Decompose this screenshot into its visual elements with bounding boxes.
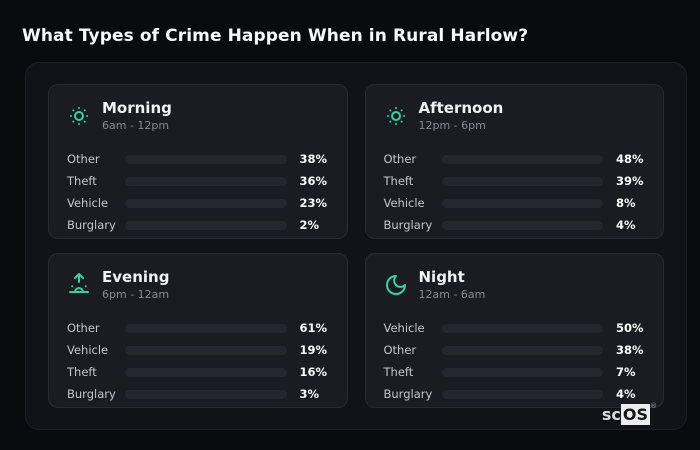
bar-value: 38% — [616, 343, 644, 358]
bar-label: Theft — [383, 174, 414, 189]
bar-value: 4% — [616, 218, 636, 233]
moon-icon — [384, 273, 408, 297]
bar-track — [441, 345, 603, 355]
bar-value: 2% — [299, 218, 320, 233]
card-night-header: Night 12am - 6am — [380, 268, 650, 302]
bar-row-afternoon-theft: Theft 39% — [380, 170, 650, 192]
registered-icon: ® — [650, 402, 657, 410]
bar-row-evening-burglary: Burglary 3% — [63, 383, 333, 405]
bar-row-night-theft: Theft 7% — [380, 361, 650, 383]
sunrise-icon — [67, 273, 91, 297]
bar-row-night-other: Other 38% — [380, 339, 650, 361]
card-time-range: 12am - 6am — [418, 288, 486, 302]
bar-track — [441, 323, 603, 333]
card-title: Night — [418, 268, 465, 286]
bar-label: Theft — [383, 365, 414, 380]
bar-track — [441, 154, 603, 164]
bar-label: Vehicle — [67, 196, 109, 211]
bar-row-evening-other: Other 61% — [63, 317, 333, 339]
card-evening-header: Evening 6pm - 12am — [63, 268, 333, 302]
bar-value: 48% — [616, 152, 644, 167]
card-title: Afternoon — [418, 99, 504, 117]
crime-time-panel: Morning 6am - 12pm Other 38% Theft 36% V… — [25, 62, 687, 430]
bar-label: Other — [67, 152, 100, 167]
card-title: Morning — [102, 99, 172, 117]
card-afternoon: Afternoon 12pm - 6pm Other 48% Theft 39%… — [364, 84, 664, 239]
card-morning-header: Morning 6am - 12pm — [63, 99, 333, 133]
watermark-boxed: OS — [620, 404, 650, 425]
bar-track — [441, 389, 603, 399]
card-afternoon-header: Afternoon 12pm - 6pm — [380, 99, 650, 133]
bar-track — [125, 389, 287, 399]
bar-label: Burglary — [67, 218, 116, 233]
bar-label: Other — [383, 152, 417, 167]
bar-value: 16% — [299, 365, 328, 380]
bar-value: 50% — [616, 321, 644, 336]
bar-label: Other — [383, 343, 417, 358]
sun-icon — [384, 104, 408, 128]
bar-row-afternoon-vehicle: Vehicle 8% — [380, 192, 650, 214]
page-title: What Types of Crime Happen When in Rural… — [22, 26, 529, 46]
card-time-range: 6am - 12pm — [102, 119, 170, 133]
bar-track — [441, 198, 603, 208]
bar-value: 61% — [299, 321, 328, 336]
bar-value: 38% — [299, 152, 328, 167]
bar-value: 8% — [616, 196, 636, 211]
bar-row-evening-vehicle: Vehicle 19% — [63, 339, 333, 361]
bar-value: 19% — [299, 343, 328, 358]
card-time-range: 12pm - 6pm — [418, 119, 486, 133]
card-time-range: 6pm - 12am — [102, 288, 170, 302]
bar-track — [125, 154, 287, 164]
bar-row-afternoon-other: Other 48% — [380, 148, 650, 170]
bar-row-morning-burglary: Burglary 2% — [63, 214, 333, 236]
bar-track — [125, 220, 287, 230]
bar-value: 7% — [616, 365, 636, 380]
bar-label: Other — [67, 321, 100, 336]
bar-track — [125, 345, 287, 355]
bar-label: Theft — [67, 174, 97, 189]
bar-track — [125, 198, 287, 208]
bar-value: 36% — [299, 174, 328, 189]
bar-label: Burglary — [67, 387, 116, 402]
bar-row-morning-vehicle: Vehicle 23% — [63, 192, 333, 214]
bar-track — [125, 323, 287, 333]
bar-track — [441, 176, 603, 186]
card-title: Evening — [102, 268, 170, 286]
bar-label: Vehicle — [383, 196, 425, 211]
card-evening: Evening 6pm - 12am Other 61% Vehicle 19%… — [48, 253, 348, 408]
card-night: Night 12am - 6am Vehicle 50% Other 38% T… — [364, 253, 664, 408]
bar-track — [125, 176, 287, 186]
bar-row-afternoon-burglary: Burglary 4% — [380, 214, 650, 236]
watermark-prefix: sc — [601, 405, 621, 424]
bar-value: 3% — [299, 387, 320, 402]
bar-value: 39% — [616, 174, 644, 189]
bar-label: Vehicle — [383, 321, 425, 336]
bar-label: Theft — [67, 365, 97, 380]
bar-value: 4% — [616, 387, 636, 402]
bar-row-morning-theft: Theft 36% — [63, 170, 333, 192]
sun-icon — [67, 104, 91, 128]
bar-track — [125, 367, 287, 377]
bar-row-night-vehicle: Vehicle 50% — [380, 317, 650, 339]
card-morning: Morning 6am - 12pm Other 38% Theft 36% V… — [48, 84, 348, 239]
bar-row-night-burglary: Burglary 4% — [380, 383, 650, 405]
bar-track — [441, 220, 603, 230]
bar-row-morning-other: Other 38% — [63, 148, 333, 170]
bar-row-evening-theft: Theft 16% — [63, 361, 333, 383]
scos-watermark: sc OS ® — [601, 402, 657, 425]
bar-track — [441, 367, 603, 377]
bar-label: Burglary — [383, 218, 433, 233]
bar-label: Vehicle — [67, 343, 109, 358]
bar-label: Burglary — [383, 387, 433, 402]
bar-value: 23% — [299, 196, 328, 211]
